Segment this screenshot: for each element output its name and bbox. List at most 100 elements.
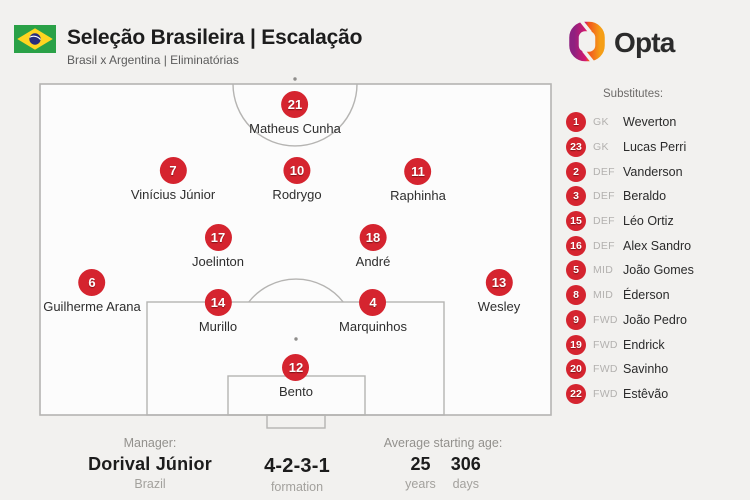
player-number: 13 [491, 275, 507, 290]
substitutes-panel: Substitutes: 1 GK Weverton 23 GK Lucas P… [566, 88, 748, 406]
player-number-badge: 17 [204, 224, 232, 251]
sub-name: Éderson [623, 288, 670, 303]
sub-number: 1 [573, 116, 579, 129]
player-name: Vinícius Júnior [130, 187, 216, 202]
sub-number-badge: 23 [566, 137, 586, 158]
player-name: Raphinha [390, 188, 446, 203]
player-number: 17 [210, 230, 226, 245]
sub-number-badge: 3 [566, 186, 586, 207]
sub-number: 16 [570, 239, 582, 252]
player-number: 4 [369, 295, 377, 310]
sub-number-badge: 8 [566, 285, 586, 306]
brazil-flag-icon [14, 25, 56, 53]
substitute-row: 19 FWD Endrick [566, 332, 748, 357]
brand-wordmark: Opta [614, 26, 675, 58]
sub-name: Léo Ortiz [623, 214, 674, 229]
sub-position: MID [593, 289, 614, 302]
sub-number: 2 [573, 165, 579, 178]
sub-name: Endrick [623, 337, 665, 352]
player-name: Wesley [477, 299, 521, 314]
substitutes-title: Substitutes: [603, 88, 664, 100]
player-number-badge: 6 [78, 269, 106, 296]
sub-position: DEF [593, 190, 615, 203]
formation-value: 4-2-3-1 [264, 455, 330, 477]
sub-position: DEF [593, 239, 615, 252]
player-name: Guilherme Arana [43, 299, 141, 314]
age-days-unit: days [452, 477, 479, 491]
age-years-unit: years [405, 477, 436, 491]
player-name: Matheus Cunha [249, 121, 341, 136]
substitute-row: 23 GK Lucas Perri [566, 135, 748, 160]
sub-name: Lucas Perri [623, 140, 687, 155]
player-number: 7 [169, 163, 177, 178]
sub-name: João Pedro [623, 312, 687, 327]
sub-number-badge: 1 [566, 112, 586, 133]
sub-number: 19 [570, 338, 582, 351]
average-age-values: 25 years 306 days [384, 454, 503, 491]
sub-name: Estêvão [623, 386, 669, 401]
sub-number: 9 [573, 313, 579, 326]
sub-number: 22 [570, 387, 582, 400]
sub-number-badge: 16 [566, 235, 586, 256]
average-age-block: Average starting age: 25 years 306 days [384, 436, 503, 491]
sub-number-badge: 15 [566, 211, 586, 232]
substitute-row: 5 MID João Gomes [566, 258, 748, 283]
sub-name: Savinho [623, 362, 669, 377]
age-days-value: 306 [450, 454, 481, 474]
player-number: 6 [88, 275, 96, 290]
sub-number: 23 [570, 141, 582, 154]
substitute-row: 3 DEF Beraldo [566, 184, 748, 209]
player-marquinhos: 4 Marquinhos [339, 289, 407, 334]
player-raphinha: 11 Raphinha [390, 158, 446, 203]
sub-number-badge: 2 [566, 161, 586, 182]
player-number-badge: 12 [282, 354, 310, 381]
sub-name: Vanderson [623, 164, 683, 179]
player-number: 11 [411, 164, 425, 179]
sub-position: FWD [593, 363, 618, 376]
player-name: Marquinhos [339, 319, 407, 334]
player-number: 21 [287, 97, 303, 112]
age-years-value: 25 [410, 454, 431, 474]
player-number-badge: 7 [159, 157, 187, 184]
substitute-row: 1 GK Weverton [566, 110, 748, 135]
substitute-row: 15 DEF Léo Ortiz [566, 209, 748, 234]
sub-number: 15 [570, 215, 582, 228]
sub-number-badge: 20 [566, 359, 586, 380]
sub-number-badge: 5 [566, 260, 586, 281]
page-subtitle: Brasil x Argentina | Eliminatórias [67, 53, 239, 68]
player-number-badge: 11 [404, 158, 432, 185]
substitute-row: 8 MID Éderson [566, 283, 748, 308]
average-age-label: Average starting age: [383, 436, 503, 450]
sub-name: Beraldo [623, 189, 667, 204]
sub-position: FWD [593, 387, 618, 400]
brand: Opta [569, 21, 675, 62]
sub-number: 8 [573, 289, 579, 302]
sub-name: Alex Sandro [623, 238, 692, 253]
player-matheus-cunha: 21 Matheus Cunha [249, 91, 341, 136]
sub-number: 3 [573, 190, 579, 203]
sub-number-badge: 9 [566, 309, 586, 330]
sub-number-badge: 22 [566, 383, 586, 404]
player-name: Bento [279, 384, 313, 399]
formation-label: formation [270, 480, 324, 494]
sub-number: 5 [573, 264, 579, 277]
player-wesley: 13 Wesley [478, 269, 520, 314]
age-days-col: 306 days [451, 454, 481, 491]
sub-number: 20 [570, 363, 582, 376]
sub-position: MID [593, 264, 614, 277]
player-number: 12 [288, 360, 304, 375]
sub-position: GK [593, 116, 609, 129]
manager-name: Dorival Júnior [88, 454, 212, 474]
player-number-badge: 14 [204, 289, 232, 316]
substitute-row: 9 FWD João Pedro [566, 308, 748, 333]
opta-logo-icon [569, 21, 605, 62]
header: Seleção Brasileira | Escalação Brasil x … [14, 25, 362, 67]
manager-block: Manager: Dorival Júnior Brazil [88, 436, 212, 491]
age-years-col: 25 years [405, 454, 436, 491]
sub-position: DEF [593, 215, 615, 228]
player-number: 18 [365, 230, 381, 245]
player-name: Murillo [198, 319, 238, 334]
substitute-row: 20 FWD Savinho [566, 357, 748, 382]
player-name: Rodrygo [272, 187, 322, 202]
